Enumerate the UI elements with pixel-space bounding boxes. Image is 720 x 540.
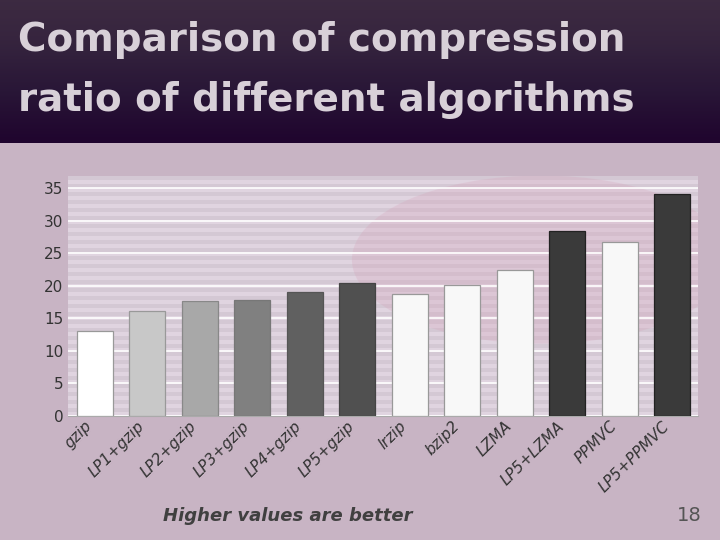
Bar — [68, 372, 698, 376]
Bar — [68, 356, 698, 360]
Bar — [392, 294, 428, 416]
Bar — [181, 301, 217, 416]
Bar — [68, 204, 698, 207]
Bar — [68, 388, 698, 392]
Bar — [68, 295, 698, 300]
Bar — [68, 308, 698, 312]
Bar — [549, 231, 585, 416]
Bar — [68, 215, 698, 220]
Bar — [68, 348, 698, 352]
Bar — [68, 212, 698, 215]
Bar — [68, 268, 698, 272]
Bar — [68, 260, 698, 264]
Bar — [68, 187, 698, 192]
Bar — [68, 323, 698, 328]
Bar — [68, 412, 698, 416]
Text: Comparison of compression: Comparison of compression — [18, 21, 626, 59]
Bar — [68, 275, 698, 280]
Bar — [68, 404, 698, 408]
Bar — [130, 310, 165, 416]
Text: Higher values are better: Higher values are better — [163, 507, 413, 525]
Bar — [602, 242, 637, 416]
Bar — [68, 364, 698, 368]
Bar — [68, 380, 698, 384]
Bar — [234, 300, 270, 416]
Bar — [68, 392, 698, 396]
Bar — [287, 292, 323, 416]
Bar — [68, 199, 698, 204]
Bar — [68, 292, 698, 295]
Bar — [68, 247, 698, 252]
Bar — [68, 400, 698, 404]
Bar — [68, 224, 698, 227]
Ellipse shape — [352, 176, 720, 344]
Bar — [68, 368, 698, 372]
Bar — [68, 220, 698, 224]
Bar — [68, 312, 698, 316]
Bar — [68, 340, 698, 343]
Bar — [68, 284, 698, 288]
Bar — [68, 343, 698, 348]
Bar — [68, 176, 698, 179]
Bar — [68, 244, 698, 247]
Bar — [68, 320, 698, 323]
Bar — [68, 255, 698, 260]
Bar — [68, 272, 698, 275]
Bar — [68, 316, 698, 320]
Bar — [68, 360, 698, 364]
Bar — [68, 336, 698, 340]
Bar — [68, 303, 698, 308]
Bar — [339, 282, 375, 416]
Bar — [68, 408, 698, 412]
Bar — [68, 235, 698, 240]
Bar — [68, 252, 698, 255]
Bar — [654, 194, 690, 416]
Bar — [68, 192, 698, 195]
Bar — [68, 207, 698, 212]
Bar — [68, 384, 698, 388]
Bar — [68, 240, 698, 244]
Bar — [77, 332, 112, 416]
Bar — [68, 396, 698, 400]
Bar — [68, 184, 698, 187]
Bar — [68, 332, 698, 336]
Bar — [68, 264, 698, 268]
Bar — [68, 179, 698, 184]
Bar — [68, 300, 698, 303]
Bar — [68, 227, 698, 232]
Bar — [444, 285, 480, 416]
Bar — [68, 376, 698, 380]
Text: 18: 18 — [678, 506, 702, 525]
Bar — [497, 269, 533, 416]
Bar — [68, 280, 698, 284]
Bar — [68, 328, 698, 332]
Bar — [68, 232, 698, 235]
Bar — [68, 288, 698, 292]
Text: ratio of different algorithms: ratio of different algorithms — [18, 81, 634, 119]
Bar — [68, 195, 698, 199]
Bar — [68, 352, 698, 356]
